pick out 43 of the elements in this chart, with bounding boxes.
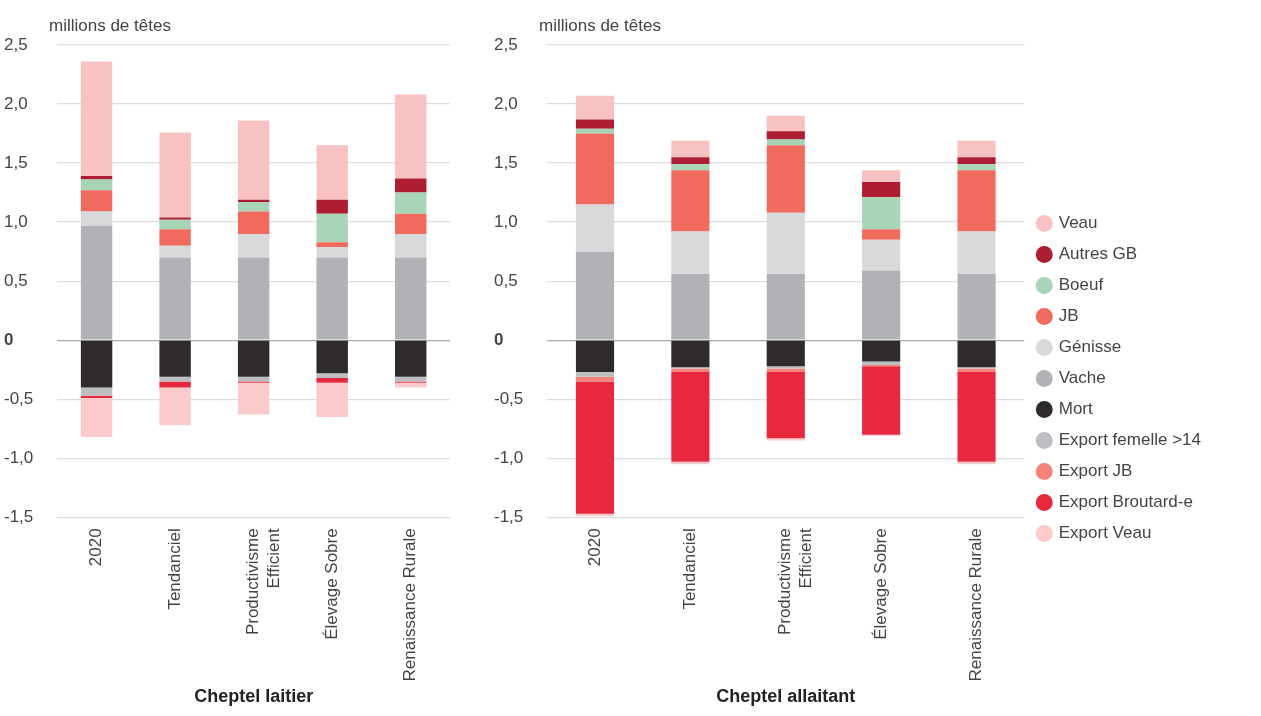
x-tick-label: Renaissance Rurale bbox=[966, 528, 986, 682]
y-tick-label: 2,5 bbox=[4, 34, 28, 54]
y-tick-label: 1,5 bbox=[494, 152, 518, 172]
y-tick-label: -0,5 bbox=[494, 388, 524, 408]
y-tick-label: -1,5 bbox=[494, 507, 524, 526]
x-tick-label: Élevage Sobre bbox=[870, 528, 890, 640]
y-tick-label: 2,5 bbox=[494, 34, 518, 54]
y-tick-label: -0,5 bbox=[4, 388, 34, 408]
x-tick-label: Tendanciel bbox=[680, 528, 700, 610]
legend-label: Export Broutard-e bbox=[1058, 492, 1193, 512]
y-tick-label: 1,0 bbox=[4, 211, 28, 231]
y-tick-label: 0,5 bbox=[4, 270, 28, 290]
y-tick-label: 1,0 bbox=[494, 211, 518, 231]
x-tick-label: 2020 bbox=[86, 528, 106, 567]
y-axis-title: millions de têtes bbox=[539, 16, 661, 36]
legend-label: Vache bbox=[1058, 368, 1106, 388]
y-tick-label: 2,0 bbox=[4, 93, 28, 113]
x-tick-label: Tendanciel bbox=[164, 528, 184, 610]
y-tick-label: -1,5 bbox=[4, 507, 34, 526]
legend-label: Boeuf bbox=[1058, 275, 1104, 295]
y-tick-label: 0,5 bbox=[494, 270, 518, 290]
legend-label: Export femelle >14 bbox=[1058, 430, 1201, 450]
y-tick-label: -1,0 bbox=[494, 447, 524, 467]
legend-label: Export JB bbox=[1058, 461, 1133, 481]
x-axis-title: Cheptel allaitant bbox=[716, 686, 856, 707]
x-tick-label: Productivisme Efficient bbox=[775, 528, 815, 636]
legend-label: Génisse bbox=[1058, 337, 1122, 357]
x-tick-label: 2020 bbox=[584, 528, 604, 567]
y-tick-label: 0 bbox=[4, 329, 14, 349]
legend-label: Autres GB bbox=[1058, 244, 1138, 264]
y-tick-label: -1,0 bbox=[4, 447, 34, 467]
x-axis-title: Cheptel laitier bbox=[194, 686, 314, 707]
y-tick-label: 1,5 bbox=[4, 152, 28, 172]
x-tick-label: Renaissance Rurale bbox=[400, 528, 420, 682]
legend-label: JB bbox=[1058, 306, 1079, 326]
legend-label: Veau bbox=[1058, 213, 1098, 233]
y-tick-label: 2,0 bbox=[494, 93, 518, 113]
x-tick-label: Élevage Sobre bbox=[321, 528, 341, 640]
y-axis-title: millions de têtes bbox=[49, 16, 171, 36]
y-tick-label: 0 bbox=[494, 329, 504, 349]
legend-label: Mort bbox=[1058, 399, 1094, 419]
x-tick-label: Productivisme Efficient bbox=[243, 528, 283, 636]
legend-label: Export Veau bbox=[1058, 523, 1152, 543]
